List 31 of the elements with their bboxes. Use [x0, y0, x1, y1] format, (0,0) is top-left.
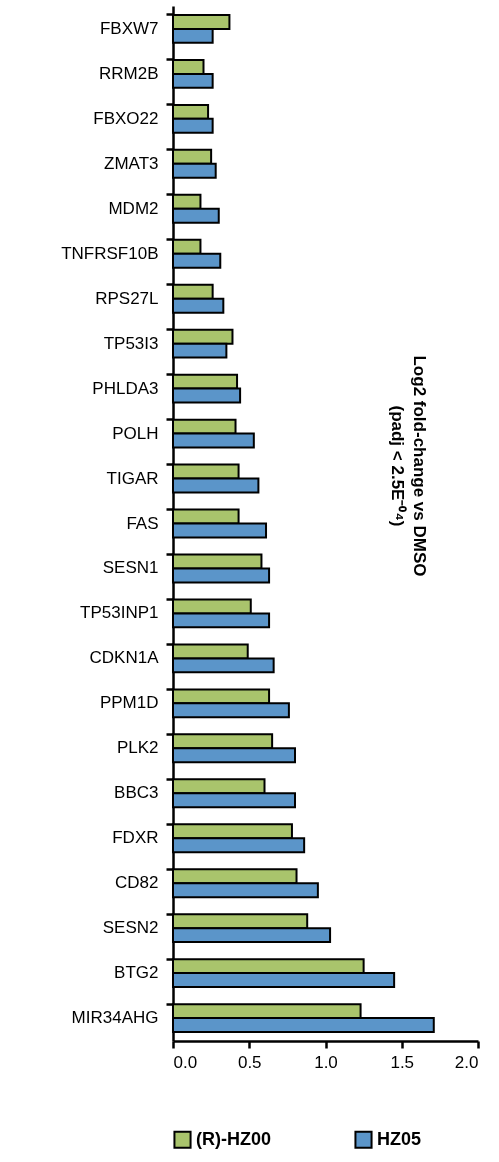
y-tick-label: FDXR [112, 828, 159, 848]
y-tick-label: FBXO22 [93, 108, 159, 128]
x-tick-label: 0.0 [173, 1052, 198, 1072]
y-tick-label: TP53I3 [103, 333, 159, 353]
legend-label: HZ05 [377, 1128, 422, 1149]
y-tick-label: PPM1D [99, 693, 159, 713]
annotation: Log2 fold-change vs DMSO (padj < 2.5E⁻⁰⁴) [388, 355, 429, 577]
y-tick-label: TP53INP1 [80, 603, 159, 623]
y-tick-label: RRM2B [98, 63, 159, 83]
y-tick-label: CD82 [115, 873, 159, 893]
y-tick-label: BBC3 [114, 783, 159, 803]
y-tick-label: PHLDA3 [92, 378, 159, 398]
y-tick-label: TIGAR [106, 468, 159, 488]
y-tick-label: POLH [112, 423, 159, 443]
y-tick-label: PLK2 [116, 738, 159, 758]
x-tick-label: 1.0 [314, 1052, 338, 1072]
y-tick-label: ZMAT3 [104, 153, 159, 173]
y-tick-label: SESN2 [102, 918, 159, 938]
x-tick-label: 2.0 [454, 1052, 479, 1072]
y-tick-label: FBXW7 [99, 18, 159, 38]
y-tick-label: MDM2 [108, 198, 159, 218]
x-tick-label: 0.5 [237, 1052, 262, 1072]
y-tick-label: SESN1 [102, 558, 159, 578]
legend-label: (R)-HZ00 [196, 1128, 271, 1149]
y-tick-label: TNFRSF10B [61, 243, 159, 263]
x-tick-label: 1.5 [390, 1052, 415, 1072]
y-tick-label: CDKN1A [89, 648, 160, 668]
y-tick-label: FAS [126, 513, 159, 533]
y-tick-label: MIR34AHG [71, 1008, 159, 1028]
y-tick-label: BTG2 [114, 963, 159, 983]
y-tick-label: RPS27L [95, 288, 159, 308]
